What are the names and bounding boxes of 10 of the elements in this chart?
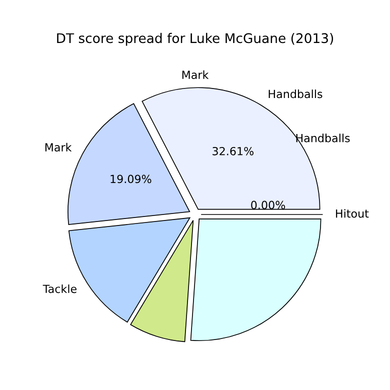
- chart-title: DT score spread for Luke McGuane (2013): [57, 32, 334, 46]
- category-label: Hitout: [336, 209, 369, 218]
- data-label: 32.61%: [212, 146, 254, 156]
- data-label: 19.09%: [110, 174, 152, 184]
- slice-label: Mark: [45, 142, 72, 152]
- text: 0.00%: [251, 200, 286, 210]
- text: Handballs: [296, 134, 350, 142]
- slice-label: Handballs: [268, 90, 322, 98]
- slice-label: Tackle: [42, 284, 76, 294]
- text: Mark: [182, 70, 209, 80]
